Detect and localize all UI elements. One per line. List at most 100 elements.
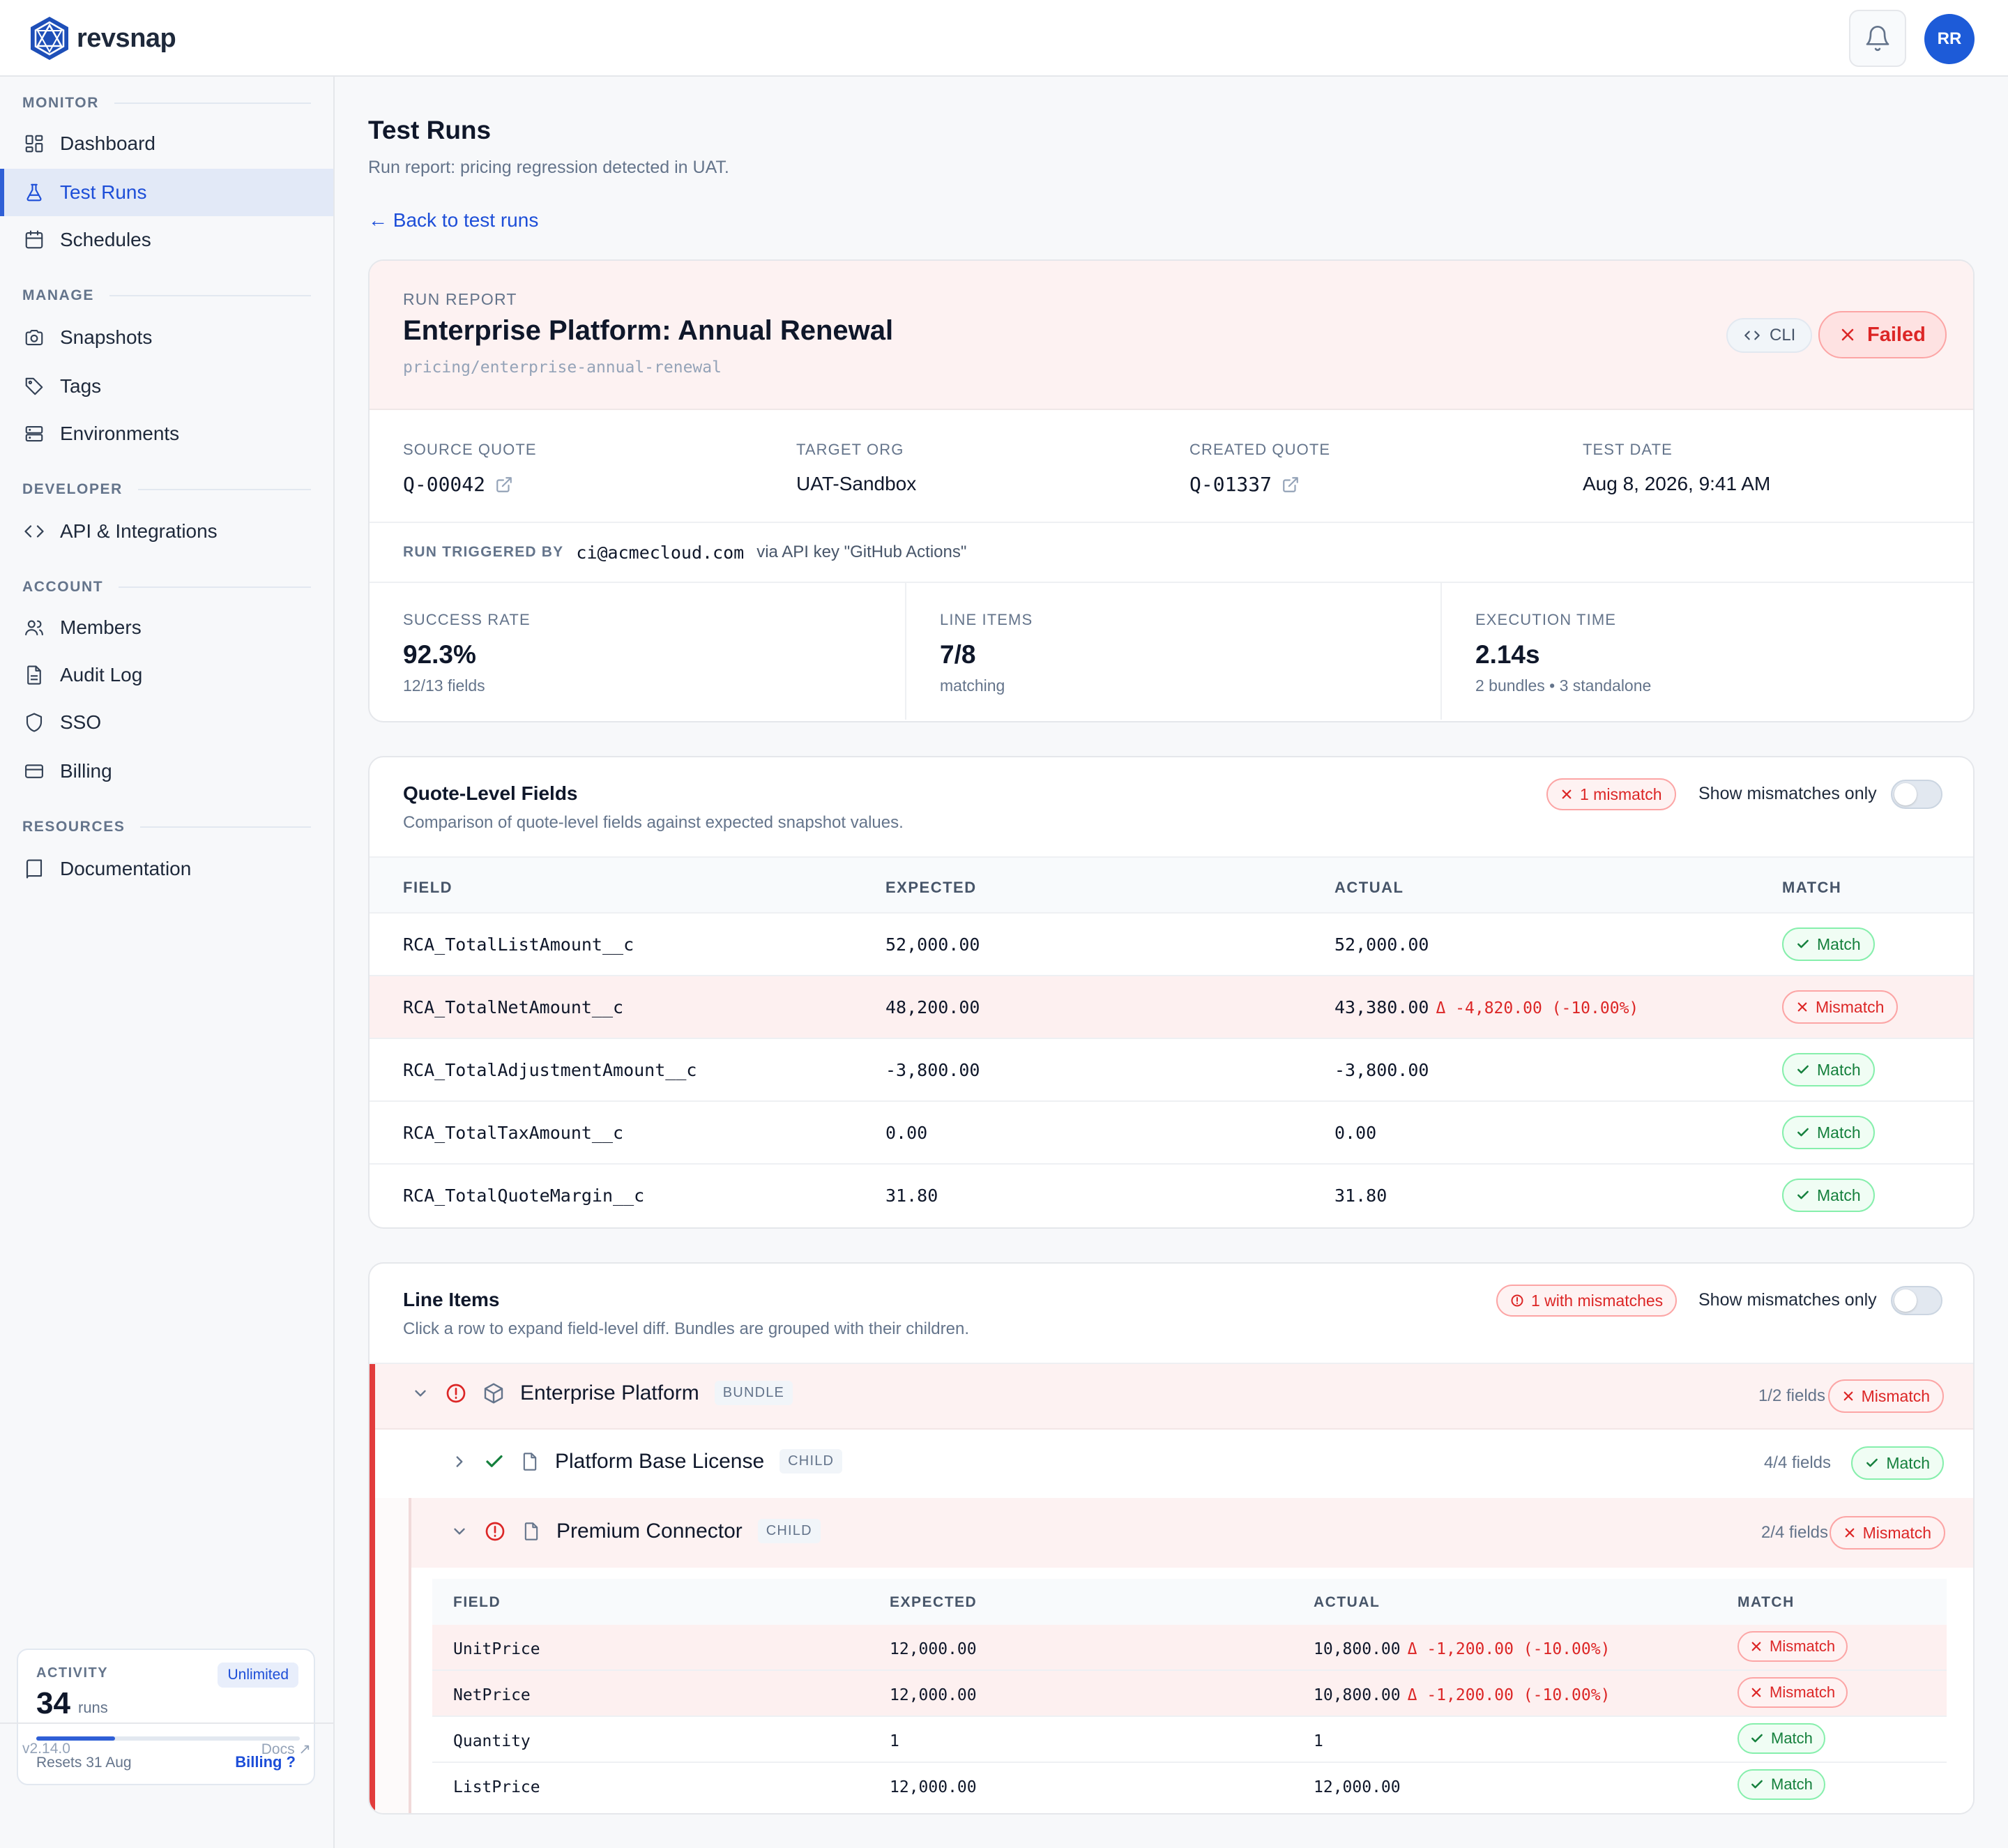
bundle-name: Enterprise Platform [520, 1381, 699, 1404]
mismatch-badge: Mismatch [1737, 1677, 1848, 1708]
detail-row: NetPrice 12,000.00 10,800.00 Δ -1,200.00 … [432, 1671, 1947, 1717]
sidebar-item-sso[interactable]: SSO [0, 699, 333, 746]
sidebar-item-schedules[interactable]: Schedules [0, 216, 333, 264]
sidebar-item-documentation[interactable]: Documentation [0, 845, 333, 893]
meta-test-date: TEST DATE Aug 8, 2026, 9:41 AM [1583, 441, 1771, 494]
back-to-test-runs-link[interactable]: ← Back to test runs [368, 209, 539, 231]
bell-icon [1864, 24, 1892, 52]
mismatch-count-badge: 1 mismatch [1546, 778, 1676, 810]
status-badge: Failed [1818, 311, 1947, 358]
sidebar-item-audit-log[interactable]: Audit Log [0, 651, 333, 699]
table-row[interactable]: RCA_TotalQuoteMargin__c 31.80 31.80 Matc… [370, 1165, 1973, 1227]
stat-success-rate: SUCCESS RATE 92.3% 12/13 fields [403, 611, 531, 695]
sidebar-item-billing[interactable]: Billing [0, 748, 333, 795]
run-report-path: pricing/enterprise-annual-renewal [403, 358, 722, 377]
table-row[interactable]: RCA_TotalListAmount__c 52,000.00 52,000.… [370, 914, 1973, 976]
sidebar-item-tags[interactable]: Tags [0, 363, 333, 410]
usage-count: 34 [36, 1686, 70, 1720]
table-header: FIELD EXPECTED ACTUAL MATCH [370, 856, 1973, 914]
external-link-icon[interactable] [495, 476, 513, 494]
user-avatar[interactable]: RR [1924, 14, 1975, 64]
run-report-label: RUN REPORT [403, 290, 517, 308]
document-icon [22, 663, 46, 687]
child-expanded-group: Premium Connector CHILD 2/4 fields Misma… [409, 1498, 1973, 1813]
bundle-row[interactable]: Enterprise Platform BUNDLE 1/2 fields Mi… [375, 1364, 1973, 1430]
mismatch-badge: Mismatch [1829, 1516, 1945, 1550]
chevron-down-icon[interactable] [450, 1522, 469, 1540]
show-mismatches-toggle[interactable] [1891, 780, 1942, 809]
child-name: Platform Base License [555, 1449, 765, 1473]
show-mismatches-label: Show mismatches only [1698, 1290, 1877, 1310]
detail-table-header: FIELD EXPECTED ACTUAL MATCH [432, 1579, 1947, 1625]
app-version: v2.14.0 [22, 1741, 70, 1757]
section-title: Line Items [403, 1289, 500, 1310]
check-icon [1796, 1063, 1810, 1077]
source-quote-link[interactable]: Q-00042 [403, 473, 486, 496]
sidebar-item-test-runs[interactable]: Test Runs [0, 169, 333, 216]
match-badge: Match [1782, 1179, 1875, 1212]
flask-icon [22, 181, 46, 204]
calendar-icon [22, 228, 46, 252]
plan-badge: Unlimited [218, 1663, 298, 1688]
sidebar-item-members[interactable]: Members [0, 604, 333, 651]
sidebar-item-snapshots[interactable]: Snapshots [0, 314, 333, 361]
code-icon [22, 520, 46, 543]
child-row[interactable]: Platform Base License CHILD 4/4 fields M… [375, 1430, 1973, 1498]
users-icon [22, 616, 46, 639]
revsnap-logo-icon [28, 15, 71, 61]
alert-circle-icon [484, 1520, 506, 1543]
table-row[interactable]: RCA_TotalTaxAmount__c 0.00 0.00 Match [370, 1102, 1973, 1165]
billing-link[interactable]: Billing ? [235, 1753, 296, 1771]
external-link-icon[interactable] [1281, 476, 1300, 494]
usage-progress-bar [36, 1736, 300, 1741]
usage-progress-fill [36, 1736, 116, 1741]
brand-logo[interactable]: revsnap [28, 15, 176, 61]
sidebar-item-environments[interactable]: Environments [0, 410, 333, 457]
docs-link[interactable]: Docs ↗ [261, 1741, 311, 1757]
detail-row: ListPrice 12,000.00 12,000.00 Match [432, 1763, 1947, 1809]
run-report-header: RUN REPORT Enterprise Platform: Annual R… [370, 261, 1973, 410]
server-icon [22, 422, 46, 446]
package-icon [482, 1382, 505, 1404]
section-title: Quote-Level Fields [403, 782, 578, 804]
usage-label: ACTIVITY [36, 1665, 109, 1681]
sidebar-item-api-integrations[interactable]: API & Integrations [0, 508, 333, 555]
code-icon [1743, 326, 1761, 344]
source-chip: CLI [1726, 318, 1813, 353]
page-title: Test Runs [368, 116, 492, 144]
nav-section-manage: MANAGE [22, 287, 311, 304]
delta-value: Δ -1,200.00 (-10.00%) [1407, 1686, 1611, 1704]
credit-card-icon [22, 759, 46, 783]
quote-fields-card: Quote-Level Fields Comparison of quote-l… [368, 756, 1975, 1229]
mismatch-badge: Mismatch [1782, 990, 1899, 1024]
show-mismatches-toggle[interactable] [1891, 1286, 1942, 1315]
nav-section-developer: DEVELOPER [22, 481, 311, 498]
x-icon [1750, 1686, 1763, 1699]
sidebar-item-dashboard[interactable]: Dashboard [0, 120, 333, 167]
bundle-error-bar [370, 1364, 375, 1813]
child-row[interactable]: Premium Connector CHILD 2/4 fields Misma… [411, 1498, 1973, 1568]
match-badge: Match [1782, 1116, 1875, 1149]
match-badge: Match [1737, 1769, 1825, 1800]
x-icon [1842, 1390, 1855, 1402]
usage-resets: Resets 31 Aug [36, 1755, 132, 1771]
meta-created-quote: CREATED QUOTE Q-01337 [1189, 441, 1331, 496]
detail-row: UnitPrice 12,000.00 10,800.00 Δ -1,200.00… [432, 1625, 1947, 1671]
table-row[interactable]: RCA_TotalAdjustmentAmount__c -3,800.00 -… [370, 1039, 1973, 1102]
bundle-group: Enterprise Platform BUNDLE 1/2 fields Mi… [370, 1363, 1973, 1813]
top-bar: revsnap RR [0, 0, 2008, 77]
chevron-down-icon[interactable] [411, 1384, 429, 1402]
line-items-card: Line Items Click a row to expand field-l… [368, 1262, 1975, 1815]
meta-target-org: TARGET ORG UAT-Sandbox [796, 441, 917, 494]
run-report-card: RUN REPORT Enterprise Platform: Annual R… [368, 259, 1975, 722]
chevron-right-icon[interactable] [450, 1453, 469, 1471]
created-quote-link[interactable]: Q-01337 [1189, 473, 1272, 496]
check-icon [484, 1451, 505, 1472]
table-row[interactable]: RCA_TotalNetAmount__c 48,200.00 43,380.0… [370, 976, 1973, 1039]
run-metadata: SOURCE QUOTE Q-00042 TARGET ORG UAT-Sand… [370, 410, 1973, 523]
fields-count: 4/4 fields [1763, 1453, 1831, 1472]
notifications-button[interactable] [1849, 10, 1906, 67]
fields-count: 2/4 fields [1760, 1523, 1828, 1542]
delta-value: Δ -1,200.00 (-10.00%) [1407, 1640, 1611, 1658]
check-icon [1750, 1732, 1764, 1745]
